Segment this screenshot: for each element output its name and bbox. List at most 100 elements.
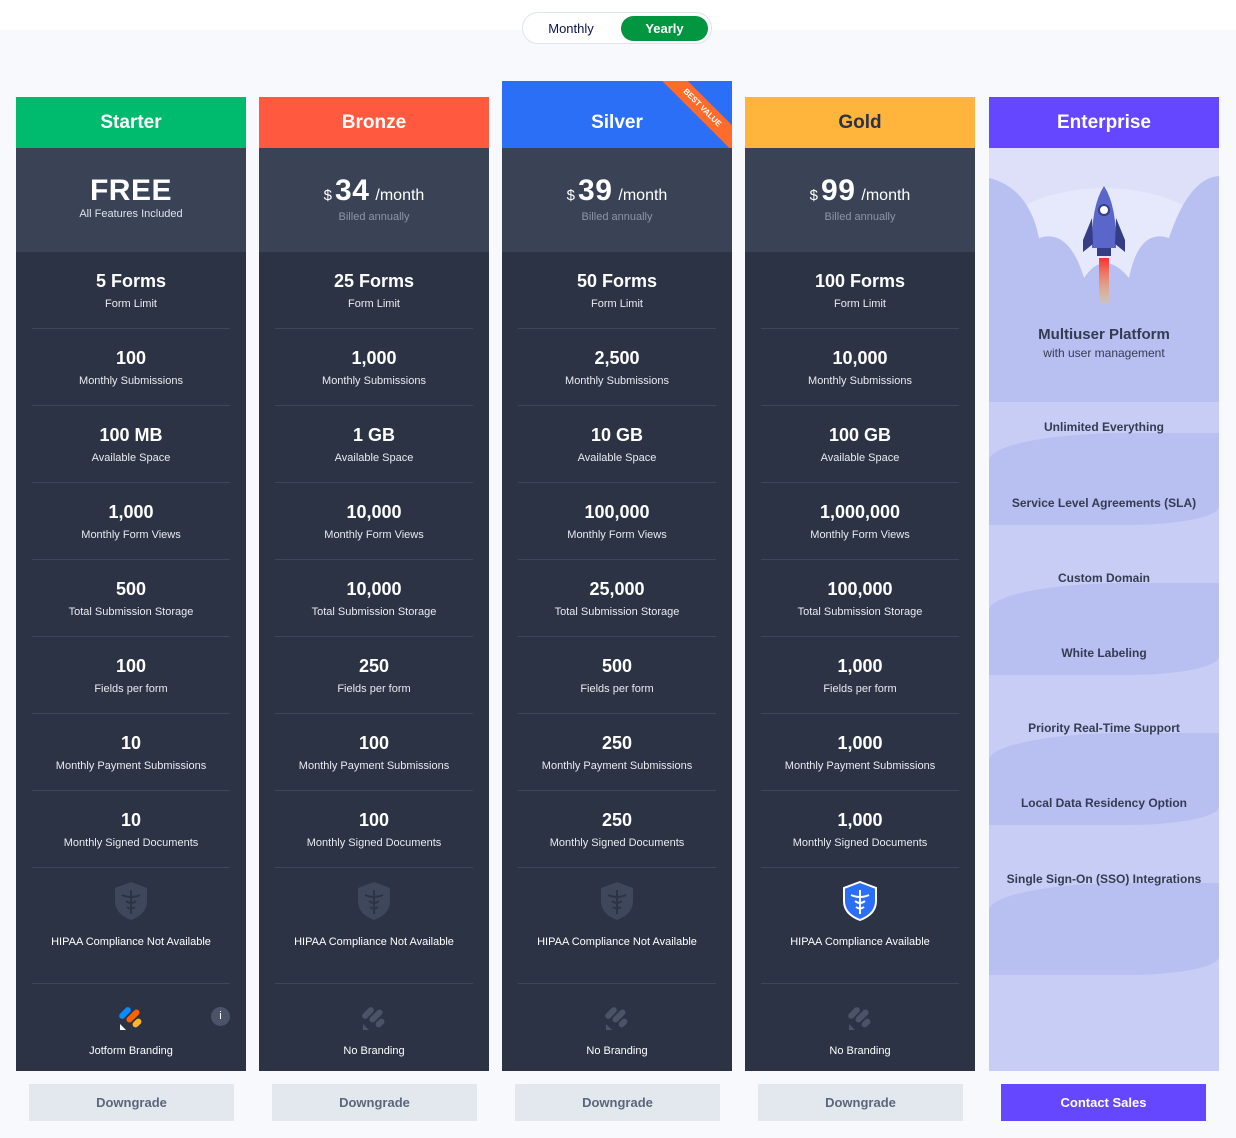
feature-row: 250 Monthly Payment Submissions (518, 714, 716, 791)
feature-label: Available Space (577, 452, 657, 464)
feature-value: 100 MB (99, 425, 163, 445)
feature-value: 10,000 (346, 579, 402, 599)
price-block: $34/month Billed annually (259, 148, 489, 252)
feature-value: 10 GB (590, 425, 644, 445)
feature-row: 10 GB Available Space (518, 406, 716, 483)
enterprise-feature: Priority Real-Time Support (1028, 721, 1180, 735)
feature-row: 5 Forms Form Limit (32, 252, 230, 329)
feature-row: 2,500 Monthly Submissions (518, 329, 716, 406)
price-subtext: Billed annually (824, 211, 896, 223)
feature-row: 10 Monthly Payment Submissions (32, 714, 230, 791)
enterprise-feature: Single Sign-On (SSO) Integrations (1006, 872, 1202, 886)
feature-value: 100 GB (828, 425, 892, 445)
gold-downgrade-button[interactable]: Downgrade (758, 1084, 963, 1121)
feature-label: Monthly Form Views (567, 529, 667, 541)
hipaa-shield-icon (358, 882, 390, 920)
price-amount: FREE (89, 174, 172, 207)
feature-value: 10 (120, 810, 142, 830)
hipaa-row: HIPAA Compliance Not Available (32, 868, 230, 984)
plan-starter: Starter FREE All Features Included 5 Forms… (16, 97, 246, 1071)
feature-label: Total Submission Storage (68, 606, 194, 618)
feature-row: 100 Monthly Payment Submissions (275, 714, 473, 791)
price-period: /month (861, 187, 911, 204)
billing-toggle[interactable]: Monthly Yearly (522, 12, 712, 44)
enterprise-feature: Local Data Residency Option (1020, 796, 1188, 810)
feature-value: 2,500 (594, 348, 640, 368)
rocket-icon (989, 176, 1219, 402)
toggle-monthly[interactable]: Monthly (548, 21, 594, 36)
price-subtext: Billed annually (338, 211, 410, 223)
feature-row: 100 Forms Form Limit (761, 252, 959, 329)
hipaa-label: HIPAA Compliance Not Available (537, 936, 697, 948)
toggle-yearly[interactable]: Yearly (621, 16, 708, 41)
price-period: /month (618, 187, 668, 204)
price-block: $99/month Billed annually (745, 148, 975, 252)
feature-row: 500 Fields per form (518, 637, 716, 714)
feature-label: Monthly Payment Submissions (298, 760, 450, 772)
feature-row: 100 Fields per form (32, 637, 230, 714)
feature-row: 10,000 Monthly Submissions (761, 329, 959, 406)
currency: $ (323, 187, 333, 204)
hipaa-shield-icon (601, 882, 633, 920)
feature-row: 1,000 Monthly Submissions (275, 329, 473, 406)
feature-value: 100 (358, 810, 390, 830)
feature-label: Monthly Signed Documents (792, 837, 928, 849)
feature-label: Available Space (820, 452, 900, 464)
feature-value: 100,000 (584, 502, 650, 522)
feature-label: Total Submission Storage (797, 606, 923, 618)
plan-enterprise: Enterprise Multiuser Platform with user … (989, 97, 1219, 1071)
hipaa-label: HIPAA Compliance Not Available (294, 936, 454, 948)
feature-value: 1,000 (837, 656, 883, 676)
bronze-downgrade-button[interactable]: Downgrade (272, 1084, 477, 1121)
feature-row: 10,000 Monthly Form Views (275, 483, 473, 560)
feature-row: 1,000 Monthly Form Views (32, 483, 230, 560)
feature-value: 10 (120, 733, 142, 753)
plan-name: Silver (591, 112, 643, 133)
feature-row: 1,000 Monthly Payment Submissions (761, 714, 959, 791)
plan-header: Gold (745, 97, 975, 148)
hipaa-row: HIPAA Compliance Not Available (275, 868, 473, 984)
price-block: FREE All Features Included (16, 148, 246, 252)
feature-value: 250 (358, 656, 390, 676)
feature-row: 100 Monthly Signed Documents (275, 791, 473, 868)
starter-downgrade-button[interactable]: Downgrade (29, 1084, 234, 1121)
contact-sales-button[interactable]: Contact Sales (1001, 1084, 1206, 1121)
enterprise-feature: Service Level Agreements (SLA) (1011, 496, 1197, 510)
feature-label: Monthly Payment Submissions (541, 760, 693, 772)
feature-row: 250 Fields per form (275, 637, 473, 714)
feature-label: Form Limit (105, 298, 157, 310)
branding-row: No Branding (259, 984, 489, 1071)
branding-row: Jotform Branding i (16, 984, 246, 1071)
plan-header: Starter (16, 97, 246, 148)
info-icon[interactable]: i (211, 1007, 230, 1026)
feature-value: 100,000 (827, 579, 893, 599)
branding-disabled-icon (605, 1007, 628, 1030)
feature-row: 250 Monthly Signed Documents (518, 791, 716, 868)
branding-label: Jotform Branding (89, 1045, 173, 1057)
feature-value: 500 (601, 656, 633, 676)
feature-row: 100 GB Available Space (761, 406, 959, 483)
price-amount: 34 (335, 174, 370, 207)
silver-downgrade-button[interactable]: Downgrade (515, 1084, 720, 1121)
feature-row: 1,000,000 Monthly Form Views (761, 483, 959, 560)
feature-value: 1,000 (837, 810, 883, 830)
plan-header: Silver BEST VALUE (502, 81, 732, 148)
feature-value: 100 (115, 348, 147, 368)
best-value-ribbon: BEST VALUE (653, 81, 732, 148)
feature-row: 100 Monthly Submissions (32, 329, 230, 406)
feature-label: Form Limit (591, 298, 643, 310)
feature-row: 50 Forms Form Limit (518, 252, 716, 329)
plan-silver: Silver BEST VALUE $39/month Billed annuall… (502, 81, 732, 1071)
feature-value: 1 GB (352, 425, 395, 445)
feature-label: Monthly Submissions (79, 375, 183, 387)
feature-label: Monthly Form Views (81, 529, 181, 541)
feature-value: 1,000 (837, 733, 883, 753)
feature-value: 1,000 (351, 348, 397, 368)
feature-value: 250 (601, 810, 633, 830)
feature-label: Fields per form (94, 683, 168, 695)
price-amount: 99 (821, 174, 856, 207)
feature-row: 25 Forms Form Limit (275, 252, 473, 329)
price-amount: 39 (578, 174, 613, 207)
branding-disabled-icon (848, 1007, 871, 1030)
price-subtext: All Features Included (79, 208, 183, 220)
